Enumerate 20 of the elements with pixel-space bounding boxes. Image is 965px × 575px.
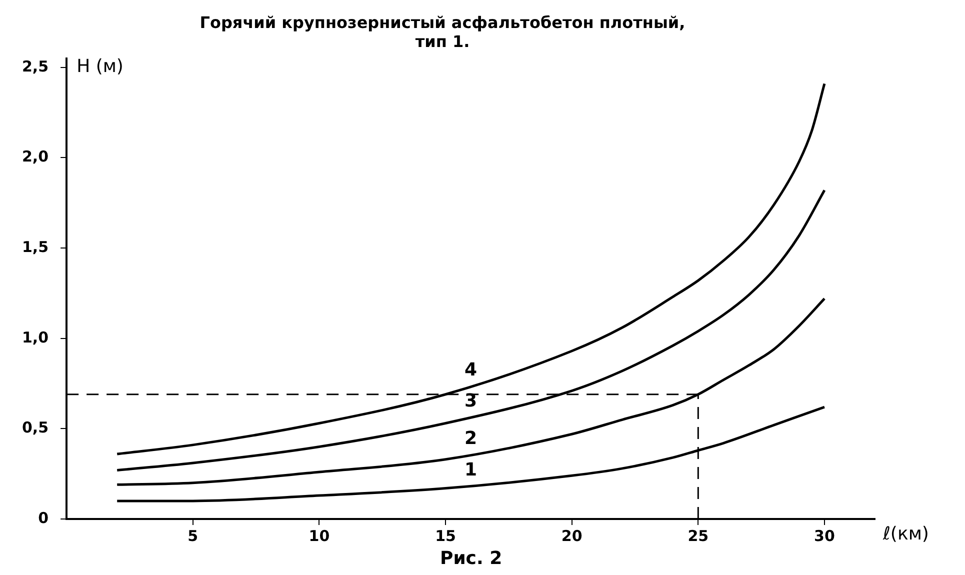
x-axis-title: ℓ(км) [882, 524, 929, 545]
y-tick-label: 0 [38, 508, 49, 527]
series-label: 1 [464, 459, 478, 480]
y-axis-title: H (м) [76, 56, 124, 78]
series-label: 2 [464, 428, 478, 450]
x-tick-label: 10 [308, 526, 330, 545]
y-tick-label: 0,5 [22, 418, 49, 437]
series-label: 4 [464, 359, 478, 380]
y-tick-label: 1,0 [22, 328, 49, 346]
x-tick-label: 25 [688, 526, 709, 545]
x-tick-label: 20 [561, 526, 582, 545]
text: Горячий крупнозернистый асфальтобетон плотный, [200, 12, 686, 32]
y-tick-label: 1,5 [22, 238, 49, 256]
text: Рис. 2 [440, 548, 502, 569]
x-tick-label: 30 [814, 526, 835, 545]
x-tick-label: 15 [435, 526, 456, 545]
x-tick-label: 5 [188, 526, 198, 545]
y-tick-label: 2,0 [22, 148, 49, 166]
text: тип 1. [415, 32, 470, 51]
y-tick-label: 2,5 [22, 57, 49, 76]
